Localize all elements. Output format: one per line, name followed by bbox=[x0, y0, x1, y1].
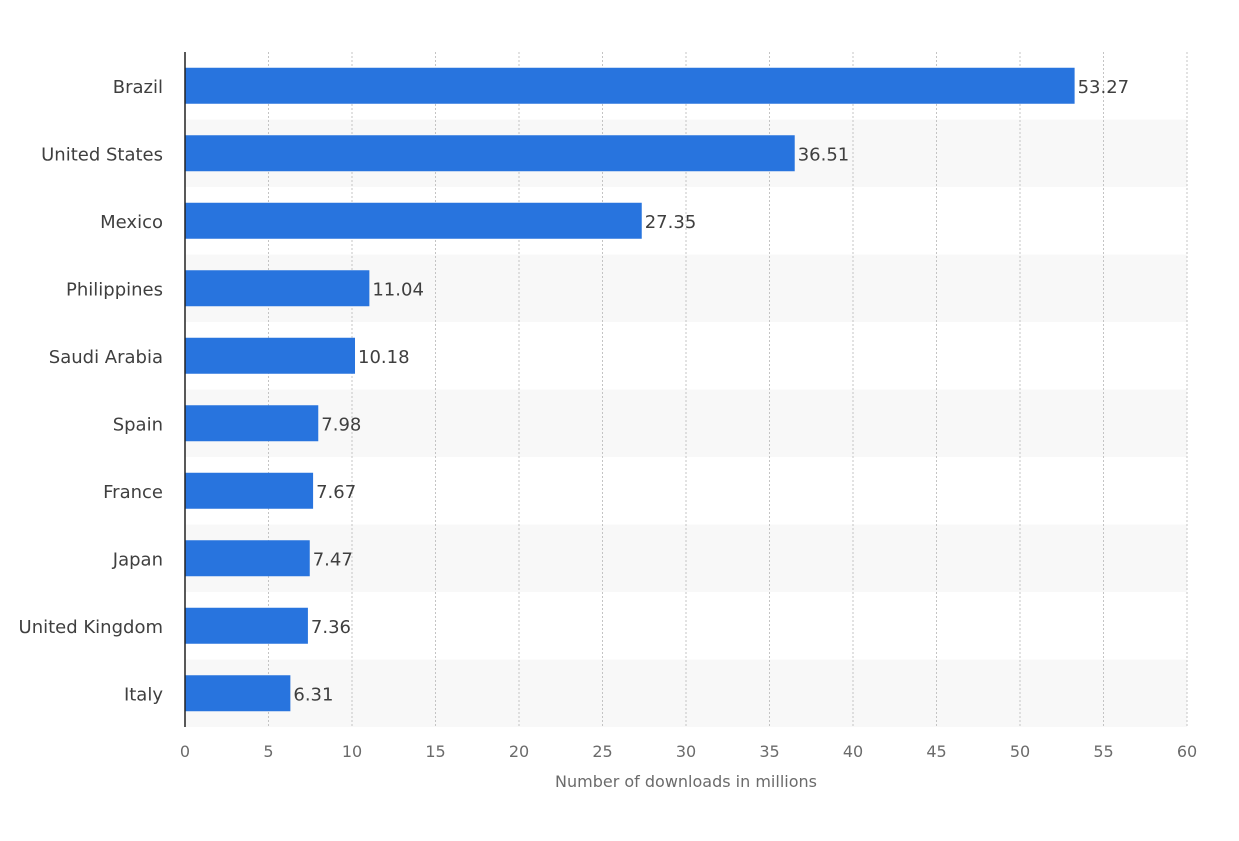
value-label: 7.47 bbox=[313, 549, 353, 570]
category-label: Saudi Arabia bbox=[49, 347, 163, 368]
value-label: 27.35 bbox=[645, 212, 697, 233]
category-label: United Kingdom bbox=[19, 617, 163, 638]
category-label: France bbox=[103, 482, 163, 503]
bar bbox=[185, 472, 314, 509]
bar bbox=[185, 67, 1075, 104]
bar bbox=[185, 675, 291, 712]
x-axis-title: Number of downloads in millions bbox=[555, 772, 817, 791]
category-label: Mexico bbox=[100, 212, 163, 233]
x-tick-label: 10 bbox=[342, 742, 362, 761]
bar bbox=[185, 135, 795, 172]
bar bbox=[185, 540, 310, 577]
bars bbox=[185, 67, 1075, 712]
x-tick-label: 25 bbox=[592, 742, 612, 761]
value-label: 7.36 bbox=[311, 617, 351, 638]
category-label: United States bbox=[41, 144, 163, 165]
x-tick-label: 5 bbox=[263, 742, 273, 761]
x-tick-label: 0 bbox=[180, 742, 190, 761]
category-labels: Brazil United States Mexico Philippines Saud… bbox=[19, 77, 164, 706]
bar bbox=[185, 405, 319, 442]
x-tick-label: 30 bbox=[676, 742, 696, 761]
category-label: Brazil bbox=[113, 77, 163, 98]
x-tick-label: 20 bbox=[509, 742, 529, 761]
category-label: Italy bbox=[124, 684, 163, 705]
x-tick-label: 40 bbox=[843, 742, 863, 761]
value-label: 36.51 bbox=[798, 144, 850, 165]
x-tick-label: 60 bbox=[1177, 742, 1197, 761]
bar bbox=[185, 270, 370, 307]
x-tick-label: 55 bbox=[1093, 742, 1113, 761]
x-tick-label: 45 bbox=[926, 742, 946, 761]
value-label: 7.67 bbox=[316, 482, 356, 503]
x-tick-label: 15 bbox=[425, 742, 445, 761]
value-label: 11.04 bbox=[372, 279, 424, 300]
value-label: 53.27 bbox=[1078, 77, 1130, 98]
category-label: Spain bbox=[113, 414, 163, 435]
value-labels: 53.27 36.51 27.35 11.04 10.18 7.98 7.67 7.47 7.3… bbox=[293, 77, 1129, 706]
x-axis-ticks: 0 5 10 15 20 25 30 35 40 45 50 55 60 bbox=[180, 742, 1197, 761]
category-label: Philippines bbox=[66, 279, 163, 300]
x-tick-label: 35 bbox=[759, 742, 779, 761]
value-label: 7.98 bbox=[321, 414, 361, 435]
bar bbox=[185, 202, 642, 239]
bar bbox=[185, 337, 356, 374]
bar bbox=[185, 607, 308, 644]
category-label: Japan bbox=[112, 549, 163, 570]
value-label: 6.31 bbox=[293, 684, 333, 705]
value-label: 10.18 bbox=[358, 347, 410, 368]
x-tick-label: 50 bbox=[1010, 742, 1030, 761]
